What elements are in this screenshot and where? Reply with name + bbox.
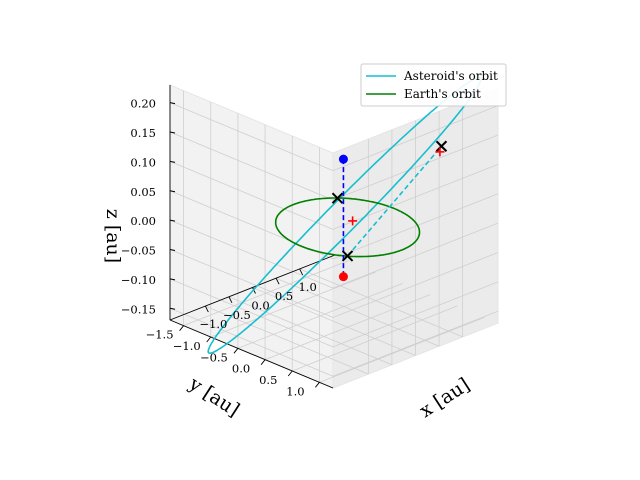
- grid-line-x-floor: [275, 277, 440, 347]
- z-tick-label: −0.05: [121, 244, 156, 258]
- legend-earth-label: Earth's orbit: [404, 87, 481, 101]
- grid-line-z-right: [332, 105, 499, 171]
- z-tick-label: 0.20: [130, 97, 156, 111]
- grid-line-x-floor: [299, 268, 463, 338]
- x-tick-mark: [204, 305, 209, 313]
- axis-lines: [169, 85, 336, 389]
- legend-frame: [360, 63, 507, 107]
- y-axis-label: y [au]: [184, 372, 243, 421]
- grid-line-x-floor: [205, 305, 369, 375]
- y-tick-label: −0.5: [200, 350, 228, 364]
- z-tick-mark: [169, 278, 176, 281]
- x-tick-mark: [299, 268, 304, 276]
- grid-line-z-left: [169, 131, 334, 201]
- grid-line-z-right: [332, 193, 499, 260]
- y-tick-label: 0.0: [232, 362, 250, 376]
- y-tick-mark: [179, 325, 184, 331]
- point-marker: [338, 154, 348, 164]
- z-tick-label: −0.10: [121, 273, 156, 287]
- x-tick-label: −0.5: [223, 308, 251, 322]
- cross-marker: [435, 140, 448, 152]
- x-tick-mark: [228, 296, 233, 303]
- grid-line-z-right: [332, 281, 499, 348]
- grid-line-z-left: [169, 307, 334, 377]
- cross-marker: [331, 192, 344, 204]
- plot-data: [207, 76, 482, 355]
- y-tick-mark: [287, 370, 293, 377]
- y-tick-label: 0.5: [259, 373, 277, 387]
- z-tick-mark: [169, 131, 176, 134]
- y-tick-mark: [315, 382, 320, 388]
- grid-line-z-right: [332, 164, 499, 230]
- z-tick-label: 0.00: [130, 214, 156, 228]
- grid-line-z-left: [169, 219, 334, 289]
- legend: Asteroid's orbit Earth's orbit: [360, 63, 507, 107]
- x-tick-mark: [275, 278, 280, 285]
- point-marker: [338, 272, 348, 282]
- y-tick-mark: [260, 359, 266, 365]
- x-tick-label: −1.0: [199, 317, 227, 331]
- z-tick-mark: [169, 219, 176, 222]
- y-tick-label: −1.0: [173, 339, 201, 353]
- z-tick-mark: [169, 249, 176, 251]
- grid-line-z-right: [332, 134, 499, 201]
- cross-marker: [341, 250, 354, 262]
- y-tick-label: −1.5: [146, 328, 174, 342]
- asteroid-orbit: [207, 76, 482, 355]
- z-tick-mark: [169, 160, 176, 163]
- x-axis-label: x [au]: [416, 374, 474, 422]
- x-tick-label: 0.0: [251, 299, 269, 313]
- earth-orbit: [274, 197, 421, 258]
- tick-labels: −1.0−0.50.00.51.0−1.5−1.0−0.50.00.51.0−0…: [121, 97, 317, 399]
- grid-line-y-floor: [319, 316, 485, 383]
- z-tick-mark: [169, 190, 176, 193]
- grid-line-z-right: [332, 252, 499, 318]
- y-tick-mark: [206, 336, 212, 343]
- grid-line-z-left: [169, 161, 334, 230]
- x-tick-label: 1.0: [298, 280, 316, 294]
- grid-line-z-right: [332, 222, 499, 289]
- y-tick-mark: [233, 348, 239, 354]
- z-tick-label: 0.10: [130, 155, 156, 169]
- z-tick-label: 0.05: [130, 185, 156, 199]
- grid-line-z-left: [169, 102, 334, 171]
- grid-lines: [169, 90, 499, 383]
- z-tick-label: 0.15: [130, 126, 156, 140]
- node-line: [346, 145, 443, 257]
- z-tick-label: −0.15: [121, 302, 156, 316]
- y-tick-label: 1.0: [286, 384, 304, 398]
- z-tick-mark: [169, 102, 176, 105]
- grid-line-x-floor: [228, 296, 393, 366]
- z-tick-mark: [169, 307, 176, 310]
- grid-line-z-right: [332, 310, 499, 377]
- y-axis-line: [169, 319, 334, 389]
- x-tick-label: 0.5: [275, 289, 293, 303]
- grid-line-z-left: [169, 278, 334, 348]
- legend-asteroid-label: Asteroid's orbit: [403, 69, 498, 83]
- axes-panes: [168, 84, 500, 389]
- grid-line-z-left: [169, 249, 334, 318]
- z-axis-label: z [au]: [102, 209, 124, 263]
